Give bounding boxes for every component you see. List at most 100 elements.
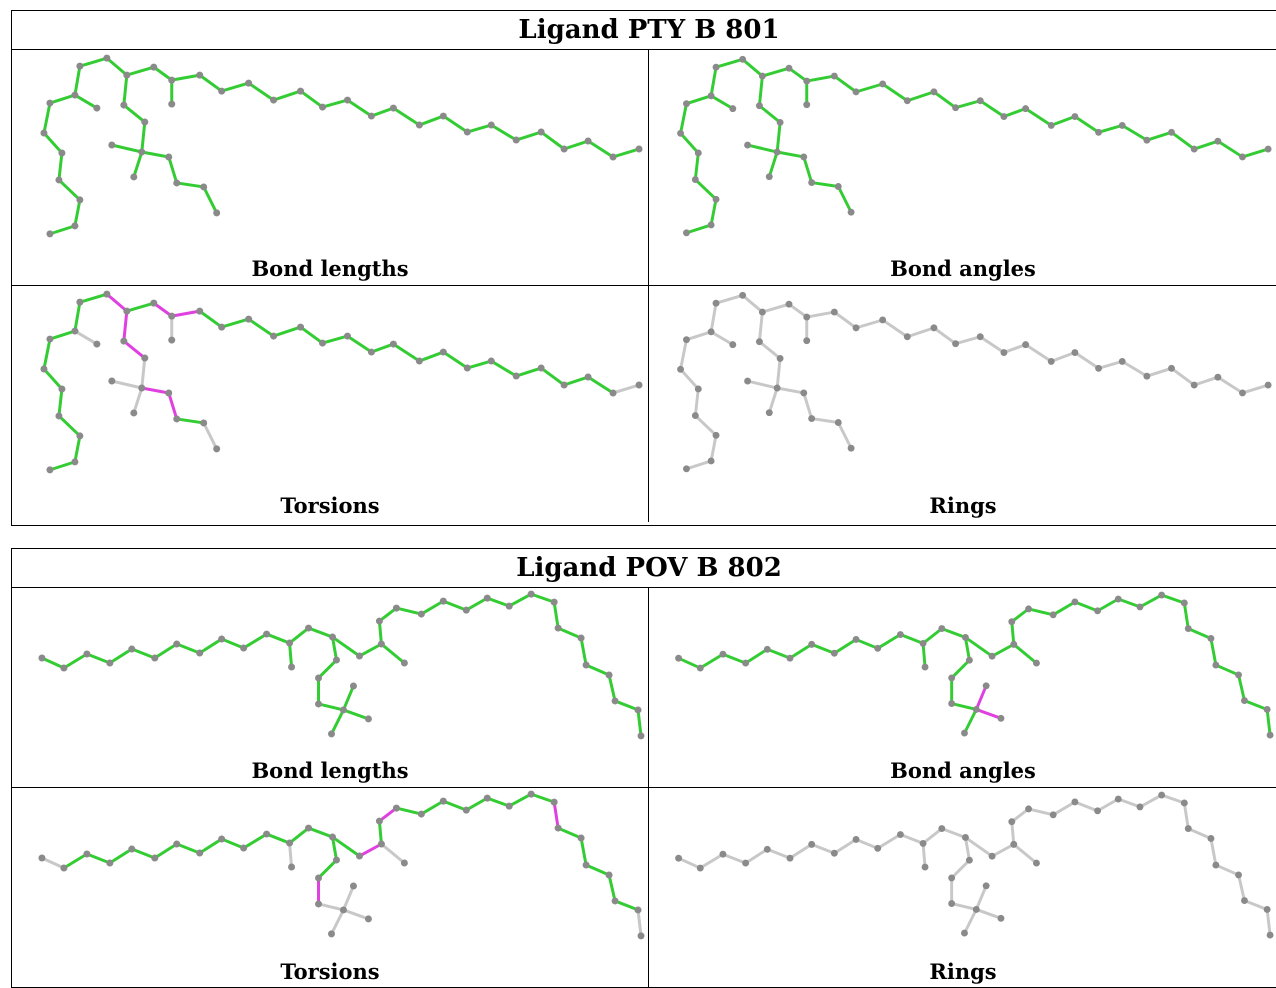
bond: [288, 841, 294, 869]
bond: [679, 102, 688, 135]
atom: [339, 906, 347, 914]
bond: [940, 627, 967, 639]
atom: [719, 850, 727, 858]
bond: [394, 806, 423, 816]
atom: [758, 72, 766, 80]
bond: [586, 139, 615, 159]
atom: [1143, 372, 1151, 380]
bond: [963, 835, 971, 862]
bond: [765, 847, 792, 860]
atom: [173, 640, 181, 648]
bond: [1182, 601, 1190, 631]
atom: [483, 594, 491, 602]
atom: [1118, 357, 1126, 365]
panel-rings: Rings: [649, 286, 1276, 522]
bond: [85, 852, 112, 865]
atom: [505, 802, 513, 810]
bond: [760, 66, 791, 78]
bond: [167, 391, 179, 421]
atom: [952, 340, 960, 348]
atom: [328, 730, 335, 738]
bond: [130, 847, 157, 860]
atom: [739, 291, 747, 299]
atom: [921, 863, 929, 871]
atom: [462, 606, 470, 614]
atom: [58, 385, 66, 393]
bond: [709, 197, 718, 227]
bond: [714, 293, 745, 305]
atom: [1263, 905, 1271, 913]
atom: [319, 339, 327, 347]
bond: [709, 301, 718, 334]
bond: [954, 99, 982, 110]
atom: [1207, 635, 1215, 642]
atom: [288, 663, 296, 671]
bond: [78, 56, 109, 68]
bond: [330, 835, 338, 862]
ligand-pty-table: Ligand PTY B 801 Bond lengths Bond angle…: [11, 10, 1276, 526]
bond: [464, 596, 489, 612]
atom: [439, 348, 447, 356]
bond: [57, 414, 82, 438]
atom: [582, 861, 590, 869]
bond: [709, 330, 735, 347]
bond: [898, 633, 925, 645]
atom: [46, 335, 54, 343]
atom: [71, 91, 79, 99]
bond: [921, 841, 927, 869]
bond: [341, 908, 370, 921]
atom: [1239, 389, 1246, 397]
atom: [168, 336, 176, 344]
atom: [218, 323, 226, 331]
ligand-title: Ligand POV B 802: [12, 549, 1276, 588]
atom: [332, 856, 340, 864]
bond: [108, 647, 134, 665]
atom: [852, 635, 860, 643]
atom: [1264, 145, 1272, 153]
atom: [1047, 121, 1055, 129]
atom: [213, 209, 221, 217]
atom: [263, 630, 271, 638]
atom: [417, 610, 425, 618]
bond: [417, 114, 445, 127]
atom: [537, 364, 545, 372]
atom: [151, 654, 159, 662]
atom: [712, 195, 720, 203]
atom: [712, 63, 720, 71]
bond: [73, 434, 82, 464]
atom: [1008, 618, 1016, 626]
bond: [1120, 123, 1149, 142]
atom: [315, 700, 323, 708]
atom: [1180, 799, 1188, 807]
bond: [317, 702, 345, 712]
atom: [103, 54, 111, 62]
bond: [963, 635, 994, 658]
bond: [1216, 139, 1244, 159]
atom: [1010, 840, 1018, 848]
bond: [1096, 597, 1120, 613]
bond: [684, 330, 713, 342]
atom: [1214, 373, 1222, 381]
atom: [505, 602, 513, 610]
atom: [40, 365, 48, 373]
atom: [55, 412, 63, 420]
atom: [635, 145, 643, 153]
atom: [200, 419, 208, 427]
bond: [369, 342, 395, 354]
atom: [1190, 145, 1198, 153]
atom: [773, 148, 781, 156]
bond: [247, 317, 276, 338]
bond: [507, 592, 533, 608]
bond: [1170, 130, 1196, 151]
bond: [242, 832, 269, 850]
bond: [125, 301, 156, 313]
bond: [40, 856, 66, 870]
panel-torsions: Torsions: [12, 788, 649, 988]
bond: [1024, 343, 1053, 363]
atom: [560, 145, 568, 153]
atom: [71, 222, 79, 230]
bond: [507, 792, 533, 808]
bond: [73, 329, 99, 346]
bond: [744, 647, 769, 665]
bond: [775, 356, 782, 390]
